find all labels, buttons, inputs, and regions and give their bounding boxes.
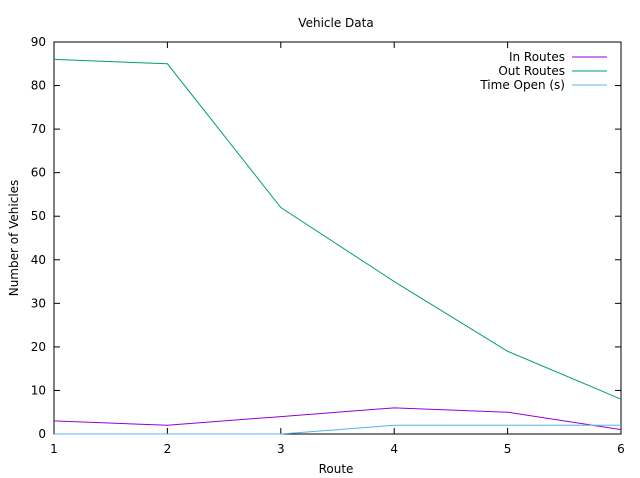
y-axis: 0 10 20 30 40 50 60 70 80 90: [31, 35, 621, 441]
x-tick-label: 1: [50, 442, 58, 456]
y-tick-label: 60: [31, 166, 46, 180]
y-tick-label: 0: [38, 427, 46, 441]
y-tick-label: 40: [31, 253, 46, 267]
x-tick-label: 5: [504, 442, 512, 456]
x-tick-label: 3: [277, 442, 285, 456]
series-group: [53, 58, 622, 435]
x-axis: 1 2 3 4 5 6: [50, 42, 625, 456]
x-tick-label: 2: [164, 442, 172, 456]
x-tick-label: 6: [617, 442, 625, 456]
series-line-out-routes: [53, 58, 622, 400]
chart-title: Vehicle Data: [298, 16, 373, 30]
y-tick-label: 10: [31, 383, 46, 397]
x-axis-label: Route: [319, 462, 354, 476]
x-tick-label: 4: [390, 442, 398, 456]
series-line-in-routes: [53, 407, 622, 431]
y-tick-label: 30: [31, 296, 46, 310]
series-line-time-open-s: [54, 424, 621, 435]
y-tick-label: 20: [31, 340, 46, 354]
y-axis-label: Number of Vehicles: [7, 180, 21, 297]
legend-label-time-open-s: Time Open (s): [479, 78, 565, 92]
y-tick-label: 80: [31, 79, 46, 93]
y-tick-label: 50: [31, 209, 46, 223]
legend-label-in-routes: In Routes: [509, 50, 565, 64]
y-tick-label: 70: [31, 122, 46, 136]
plot-frame: [53, 41, 622, 435]
legend-label-out-routes: Out Routes: [498, 64, 565, 78]
y-tick-label: 90: [31, 35, 46, 49]
